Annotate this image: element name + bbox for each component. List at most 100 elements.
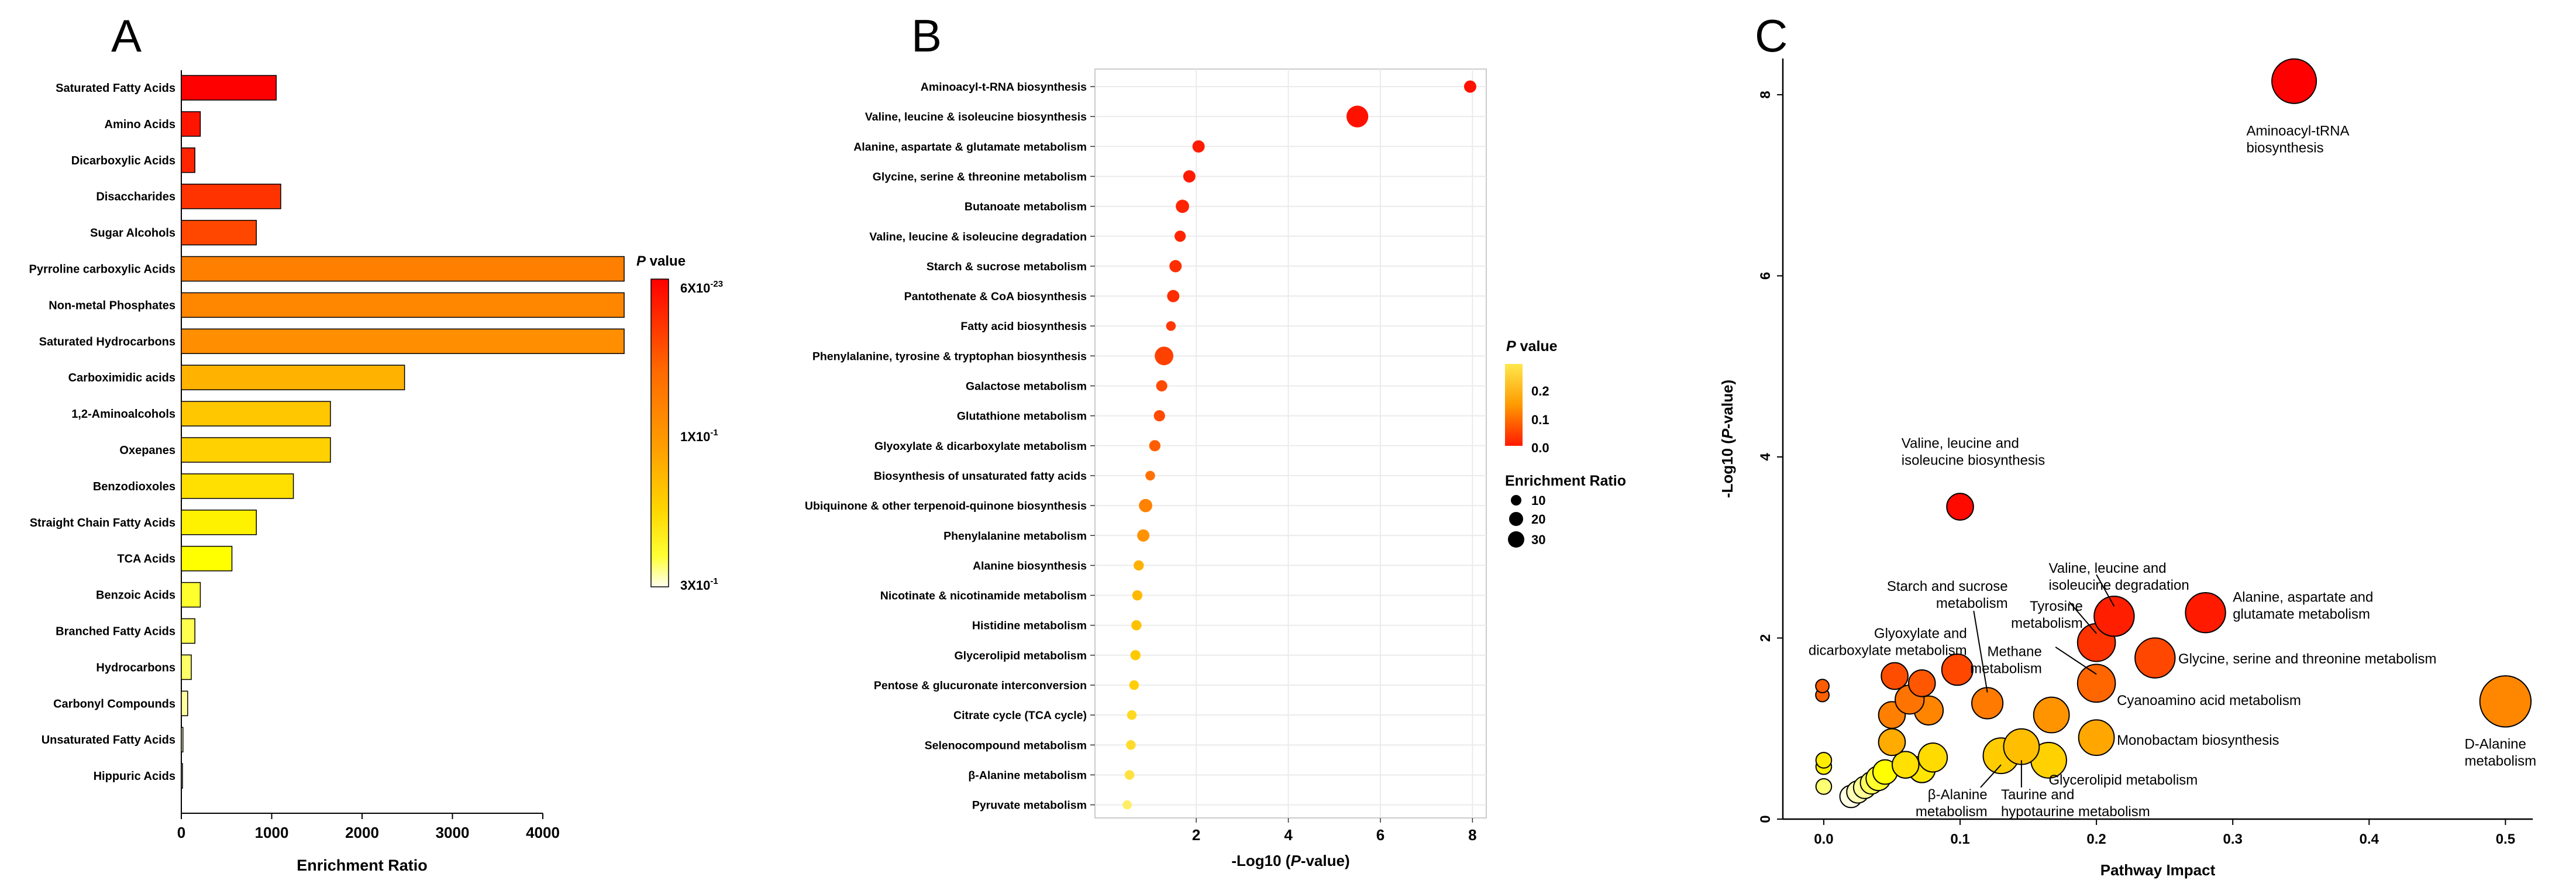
c-annotation-line: Valine, leucine and [2049,561,2167,576]
b-category-label: Phenylalanine, tyrosine & tryptophan bio… [812,350,1087,363]
c-bubble [1946,493,1974,521]
b-x-axis-title-italic: P [1290,852,1301,869]
legend-a-title-italic: P [636,253,646,269]
a-bar [181,618,195,644]
b-category-label: Valine, leucine & isoleucine degradation [869,231,1087,243]
b-category-label: Alanine, aspartate & glutamate metabolis… [853,140,1087,153]
legend-a-label-top-exp: -23 [710,279,723,289]
b-category-label: Histidine metabolism [972,620,1087,632]
b-point [1124,770,1135,780]
a-category-label: Non-metal Phosphates [49,299,175,312]
b-x-tick-label: 8 [1468,826,1476,844]
c-x-axis-title: Pathway Impact [2100,861,2216,879]
b-category-label: Pantothenate & CoA biosynthesis [904,290,1087,303]
c-y-tick-label: 0 [1758,815,1773,823]
a-category-label: Benzoic Acids [96,589,175,602]
c-annotation-line: Methane [1987,644,2041,659]
a-category-label: Dicarboxylic Acids [71,154,175,167]
c-annotation: Cyanoamino acid metabolism [2117,693,2301,709]
a-bar [181,147,195,173]
b-category-label: Glyoxylate & dicarboxylate metabolism [874,440,1087,453]
c-annotation: Monobactam biosynthesis [2117,733,2279,748]
c-x-tick-label: 0.1 [1950,831,1969,847]
c-annotation-line: Glycerolipid metabolism [2049,772,2198,788]
c-bubble [2134,637,2176,679]
c-annotation: Methane metabolism [1970,644,2042,676]
a-category-label: Hippuric Acids [94,770,175,783]
legend-b-size-title: Enrichment Ratio [1505,473,1626,489]
c-bubble [1815,679,1830,693]
b-point [1130,650,1141,661]
legend-a-label-bottom-base: 3X10 [680,578,710,593]
b-point [1167,290,1180,302]
a-category-label: Benzodioxoles [93,480,175,493]
b-point [1126,740,1136,750]
b-point [1183,170,1196,183]
a-category-label: TCA Acids [117,553,175,566]
b-x-tick-label: 6 [1376,826,1385,844]
a-category-label: Straight Chain Fatty Acids [30,517,175,529]
legend-b-p-title-rest: value [1516,338,1558,355]
a-x-tick-label: 2000 [345,824,379,841]
c-bubble [1881,662,1909,690]
c-annotation-line: D-Alanine [2464,736,2526,752]
a-bar [181,510,257,535]
c-x-tick-label: 0.0 [1814,831,1833,847]
b-point [1463,80,1476,93]
legend-a-label-bottom: 3X10-1 [680,576,718,593]
c-y-axis-title-suffix: -value) [1719,380,1736,429]
legend-a-title: P value [636,253,686,269]
a-category-label: 1,2-Aminoalcohols [71,408,175,421]
b-point [1129,680,1139,690]
a-bar [181,437,331,463]
b-category-label: Selenocompound metabolism [925,739,1087,752]
legend-b-p-tick-0: 0.2 [1531,384,1549,398]
legend-a-colorbar [650,278,669,587]
b-point [1134,560,1144,571]
c-y-tick-label: 4 [1758,453,1773,461]
b-point [1122,800,1132,810]
b-x-tick-label: 4 [1284,826,1293,844]
c-annotation-line: metabolism [2011,616,2083,631]
c-annotation-line: Monobactam biosynthesis [2117,733,2279,748]
b-x-tick-label: 2 [1192,826,1200,844]
c-leader-line [2068,601,2097,634]
b-point [1176,200,1189,213]
legend-b-size-label-30: 30 [1531,532,1545,547]
legend-a-title-rest: value [646,253,686,269]
b-category-label: Ubiquinone & other terpenoid-quinone bio… [805,500,1087,513]
legend-b-size-dot-20 [1509,512,1523,526]
a-category-label: Carbonyl Compounds [53,697,175,710]
c-annotation-line: glutamate metabolism [2233,607,2370,623]
c-leader-line [1973,610,1988,693]
b-point [1192,140,1205,153]
a-x-tick-label: 4000 [526,824,560,841]
b-x-axis-title-suffix: -value) [1301,852,1350,869]
b-point [1139,498,1152,513]
panel-c-bubble-plot: 0 2 4 6 8 0.0 0.1 0.2 0.3 0.4 0.5 Pathway Impact -Lo… [1719,58,2536,879]
panel-b-dot-plot: Aminoacyl-t-RNA biosynthesis Valine, leuc… [805,68,1487,869]
a-x-tick-label: 1000 [255,824,289,841]
c-annotation-line: Glyoxylate and [1874,625,1967,641]
a-category-label: Saturated Fatty Acids [56,82,175,95]
c-annotation-line: Alanine, aspartate and [2233,590,2373,606]
legend-b-p-title: P value [1506,338,1558,355]
b-point [1346,105,1369,128]
c-x-tick-label: 0.4 [2360,831,2379,847]
panel-b-legend: P value 0.2 0.1 0.0 Enrichment Ratio 10 … [1505,338,1626,548]
legend-a-label-mid-exp: -1 [710,428,718,438]
c-bubble [2093,596,2135,637]
c-x-tick-label: 0.2 [2086,831,2106,847]
c-annotation-line: hypotaurine metabolism [2001,804,2150,820]
c-annotation-line: Glycine, serine and threonine metabolism [2178,651,2437,667]
b-category-label: Starch & sucrose metabolism [927,260,1087,273]
legend-a-label-mid-base: 1X10 [680,429,710,444]
c-bubble [2078,719,2115,757]
b-category-label: Citrate cycle (TCA cycle) [953,709,1087,722]
a-bar [181,219,257,246]
c-bubble [1971,687,2004,720]
b-point [1166,321,1176,331]
c-annotation: Taurine and hypotaurine metabolism [2001,787,2150,820]
a-x-tick-label: 3000 [436,824,470,841]
